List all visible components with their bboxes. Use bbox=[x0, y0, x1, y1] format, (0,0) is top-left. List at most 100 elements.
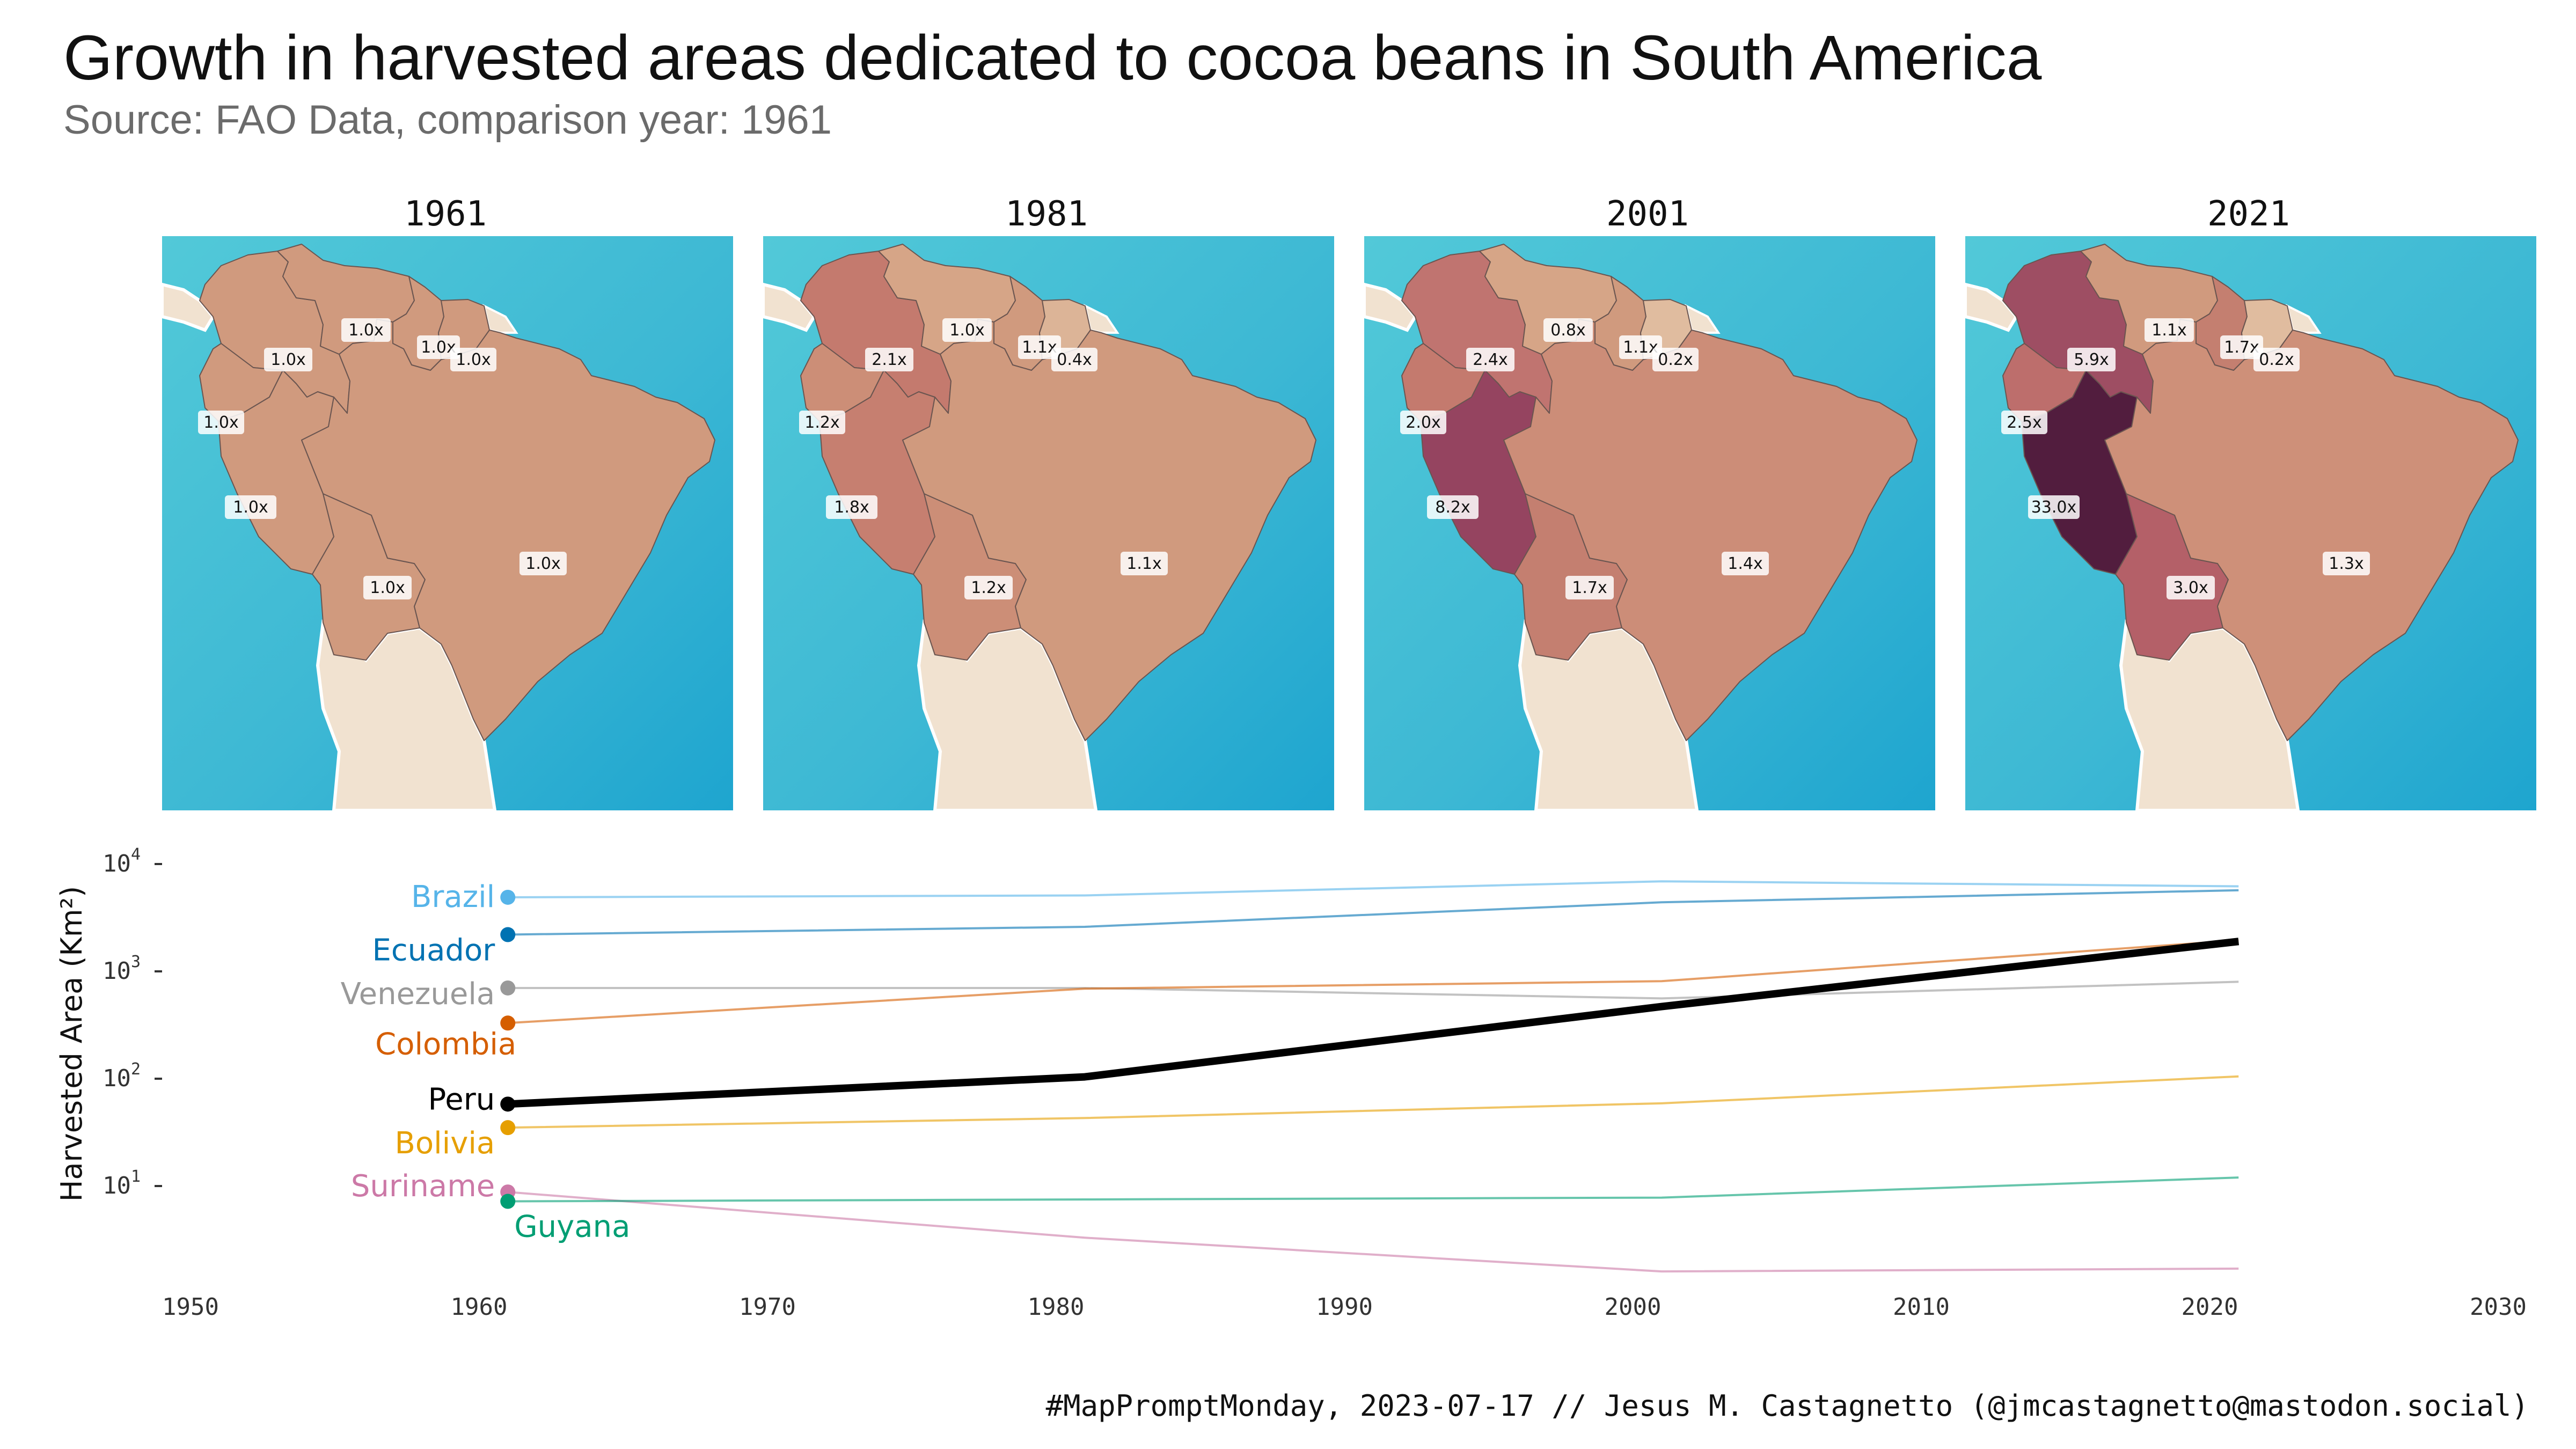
growth-label-peru: 8.2x bbox=[1435, 498, 1470, 517]
label-box-guyana bbox=[1619, 335, 1662, 359]
growth-label-bolivia: 1.2x bbox=[971, 579, 1006, 597]
x-tick-label: 1970 bbox=[739, 1293, 796, 1321]
map-panel-1981: 2.1x 1.0x 1.1x 0.4x 1.2x 1.8x 1.2x 1.1x bbox=[763, 236, 1334, 810]
growth-label-colombia: 1.0x bbox=[270, 350, 305, 369]
growth-label-bolivia: 1.0x bbox=[370, 579, 405, 597]
growth-label-peru: 33.0x bbox=[2031, 498, 2077, 517]
series-label-ecuador: Ecuador bbox=[372, 933, 495, 968]
series-line-guyana bbox=[508, 1176, 2239, 1203]
country-brazil bbox=[902, 319, 1316, 741]
figure-title: Growth in harvested areas dedicated to c… bbox=[63, 23, 2042, 93]
growth-label-ecuador: 1.2x bbox=[804, 413, 839, 432]
growth-label-guyana: 1.0x bbox=[421, 338, 456, 357]
growth-label-suriname: 1.0x bbox=[456, 350, 491, 369]
series-label-brazil: Brazil bbox=[411, 880, 495, 914]
label-box-suriname bbox=[1051, 348, 1097, 371]
map-year-2021: 2021 bbox=[2207, 194, 2290, 234]
series-label-venezuela: Venezuela bbox=[341, 977, 495, 1012]
growth-label-guyana: 1.1x bbox=[1022, 338, 1057, 357]
growth-label-brazil: 1.3x bbox=[2329, 554, 2363, 573]
label-box-suriname bbox=[2253, 348, 2300, 371]
growth-label-guyana: 1.1x bbox=[1623, 338, 1658, 357]
label-box-peru bbox=[1427, 495, 1479, 519]
label-box-colombia bbox=[264, 348, 312, 371]
y-axis-title: Harvested Area (Km²) bbox=[55, 886, 89, 1202]
series-start-point-bolivia bbox=[500, 1120, 516, 1136]
label-box-venezuela bbox=[1543, 318, 1593, 342]
label-box-bolivia bbox=[363, 576, 412, 599]
y-tick-label: 101 bbox=[103, 1167, 141, 1199]
series-line-brazil bbox=[508, 880, 2239, 898]
series-start-point-ecuador bbox=[500, 927, 516, 942]
figure-subtitle: Source: FAO Data, comparison year: 1961 bbox=[63, 97, 832, 143]
label-box-brazil bbox=[2323, 552, 2370, 575]
label-box-peru bbox=[225, 495, 276, 519]
country-brazil bbox=[2104, 319, 2519, 741]
map-panel-2001: 2.4x 0.8x 1.1x 0.2x 2.0x 8.2x 1.7x 1.4x bbox=[1364, 236, 1935, 810]
series-start-point-guyana bbox=[500, 1194, 516, 1209]
series-start-point-peru bbox=[500, 1096, 516, 1112]
y-tick-label: 104 bbox=[103, 845, 141, 877]
growth-label-colombia: 2.1x bbox=[872, 350, 906, 369]
series-line-suriname bbox=[508, 1191, 2239, 1273]
series-line-colombia bbox=[508, 939, 2239, 1024]
label-box-guyana bbox=[2220, 335, 2263, 359]
figure-caption: #MapPromptMonday, 2023-07-17 // Jesus M.… bbox=[1045, 1389, 2529, 1423]
growth-label-venezuela: 0.8x bbox=[1550, 321, 1585, 340]
map-year-2001: 2001 bbox=[1606, 194, 1689, 234]
growth-label-ecuador: 1.0x bbox=[203, 413, 238, 432]
growth-label-suriname: 0.4x bbox=[1057, 350, 1092, 369]
central-america-land bbox=[763, 282, 816, 332]
label-box-suriname bbox=[1652, 348, 1699, 371]
label-box-ecuador bbox=[1400, 411, 1446, 434]
growth-label-brazil: 1.0x bbox=[525, 554, 560, 573]
series-line-venezuela bbox=[508, 980, 2239, 1000]
label-box-ecuador bbox=[799, 411, 845, 434]
growth-label-brazil: 1.1x bbox=[1126, 554, 1161, 573]
series-label-bolivia: Bolivia bbox=[394, 1126, 495, 1161]
growth-label-peru: 1.0x bbox=[233, 498, 268, 517]
x-tick-label: 2010 bbox=[1893, 1293, 1950, 1321]
x-tick-label: 2020 bbox=[2182, 1293, 2238, 1321]
label-box-venezuela bbox=[341, 318, 391, 342]
label-box-bolivia bbox=[964, 576, 1013, 599]
series-line-peru bbox=[507, 938, 2240, 1108]
map-year-1961: 1961 bbox=[404, 194, 487, 234]
label-box-peru bbox=[826, 495, 877, 519]
growth-label-ecuador: 2.0x bbox=[1406, 413, 1440, 432]
y-tick-label: 102 bbox=[103, 1060, 141, 1092]
label-box-suriname bbox=[450, 348, 496, 371]
series-label-suriname: Suriname bbox=[351, 1169, 495, 1204]
series-start-point-brazil bbox=[500, 889, 516, 905]
map-panel-1961: 1.0x 1.0x 1.0x 1.0x 1.0x 1.0x 1.0x 1.0x bbox=[162, 236, 733, 810]
growth-label-colombia: 2.4x bbox=[1473, 350, 1507, 369]
label-box-colombia bbox=[2067, 348, 2116, 371]
country-brazil bbox=[1503, 319, 1918, 741]
growth-label-ecuador: 2.5x bbox=[2007, 413, 2041, 432]
label-box-brazil bbox=[1722, 552, 1769, 575]
central-america-land bbox=[1364, 282, 1417, 332]
x-tick-label: 2000 bbox=[1605, 1293, 1662, 1321]
growth-label-bolivia: 3.0x bbox=[2173, 579, 2208, 597]
label-box-bolivia bbox=[1565, 576, 1614, 599]
label-box-colombia bbox=[865, 348, 913, 371]
growth-label-venezuela: 1.1x bbox=[2151, 321, 2186, 340]
label-box-venezuela bbox=[2145, 318, 2194, 342]
growth-label-venezuela: 1.0x bbox=[348, 321, 383, 340]
map-panel-2021: 5.9x 1.1x 1.7x 0.2x 2.5x 33.0x 3.0x 1.3x bbox=[1965, 236, 2536, 810]
label-box-colombia bbox=[1466, 348, 1514, 371]
label-box-guyana bbox=[417, 335, 460, 359]
x-tick-label: 1990 bbox=[1316, 1293, 1373, 1321]
country-brazil bbox=[301, 319, 715, 741]
label-box-bolivia bbox=[2167, 576, 2215, 599]
series-label-colombia: Colombia bbox=[375, 1027, 516, 1062]
x-tick-label: 1980 bbox=[1028, 1293, 1085, 1321]
label-box-ecuador bbox=[198, 411, 244, 434]
central-america-land bbox=[162, 282, 215, 332]
series-start-point-colombia bbox=[500, 1015, 516, 1031]
y-tick-label: 103 bbox=[103, 953, 141, 985]
series-label-peru: Peru bbox=[428, 1082, 495, 1117]
growth-label-bolivia: 1.7x bbox=[1572, 579, 1607, 597]
label-box-guyana bbox=[1018, 335, 1061, 359]
line-chart: Harvested Area (Km²) 101 102 103 104 1950 1960… bbox=[55, 845, 2527, 1321]
